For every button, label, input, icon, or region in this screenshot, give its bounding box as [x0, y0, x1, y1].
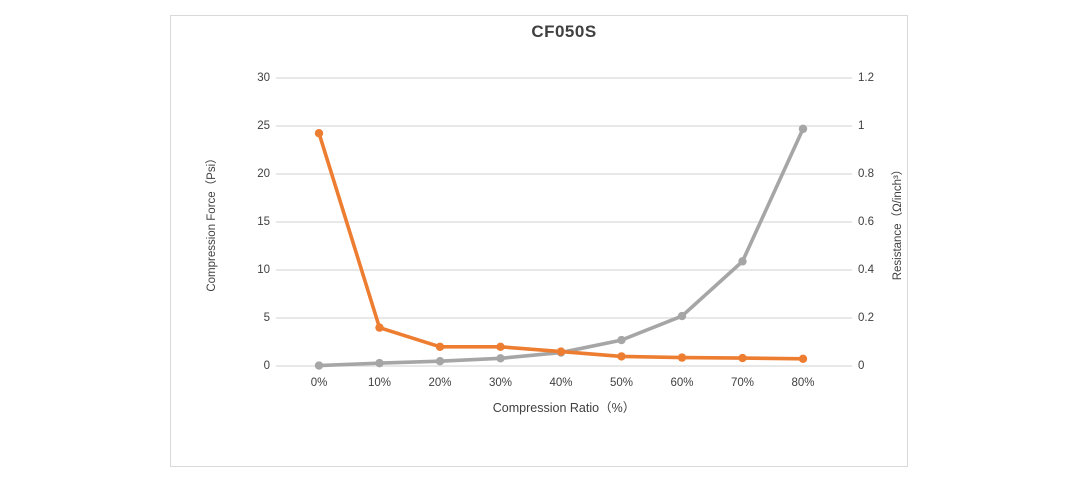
data-point-marker [617, 335, 626, 345]
x-axis-title: Compression Ratio（%） [492, 401, 636, 415]
left-axis-title: Compression Force（Psi） [206, 152, 218, 292]
x-axis-tick-label: 40% [549, 377, 573, 389]
data-point-marker [677, 353, 687, 362]
series-line-right [317, 132, 804, 361]
x-axis-tick-label: 30% [488, 377, 513, 389]
right-axis-tick-label: 0 [858, 359, 865, 372]
data-point-marker [738, 257, 747, 266]
right-axis-tick-label: 0.6 [858, 215, 874, 228]
chart-title: CF050S [531, 22, 597, 41]
x-axis-tick-label: 80% [791, 377, 815, 389]
right-axis-tick-label: 1 [858, 119, 865, 132]
right-axis-tick-label: 1.2 [858, 71, 874, 84]
data-point-marker [738, 353, 747, 363]
data-point-marker [496, 354, 505, 363]
data-point-marker [798, 354, 808, 363]
data-point-marker [435, 357, 445, 366]
data-point-marker [314, 129, 324, 138]
left-axis-tick-label: 25 [257, 119, 270, 132]
left-axis-tick-label: 30 [257, 71, 270, 84]
x-axis-tick-label: 10% [367, 377, 392, 389]
x-axis-tick-label: 20% [428, 377, 452, 389]
x-axis-tick-label: 0% [310, 377, 328, 389]
data-point-marker [617, 352, 626, 361]
x-axis-tick-label: 70% [730, 377, 755, 389]
data-point-marker [556, 347, 566, 356]
chart-frame [170, 15, 908, 467]
data-point-marker [375, 358, 384, 368]
data-point-marker [677, 311, 687, 321]
right-axis-tick-label: 0.8 [858, 167, 874, 180]
x-axis-tick-label: 50% [609, 377, 634, 389]
data-point-marker [435, 342, 445, 351]
data-point-marker [496, 342, 505, 351]
left-axis-tick-label: 20 [257, 167, 270, 180]
left-axis-tick-label: 5 [263, 311, 270, 324]
right-axis-tick-label: 0.2 [858, 311, 874, 324]
right-axis-title: Resistance（Ω/inch³） [892, 163, 904, 281]
data-point-marker [314, 361, 324, 370]
left-axis-tick-label: 0 [263, 359, 270, 372]
left-axis-tick-label: 10 [257, 263, 270, 276]
data-point-marker [798, 124, 808, 134]
left-axis-tick-label: 15 [257, 215, 270, 228]
x-axis-tick-label: 60% [670, 377, 694, 389]
right-axis-tick-label: 0.4 [858, 263, 874, 276]
data-point-marker [375, 323, 384, 332]
